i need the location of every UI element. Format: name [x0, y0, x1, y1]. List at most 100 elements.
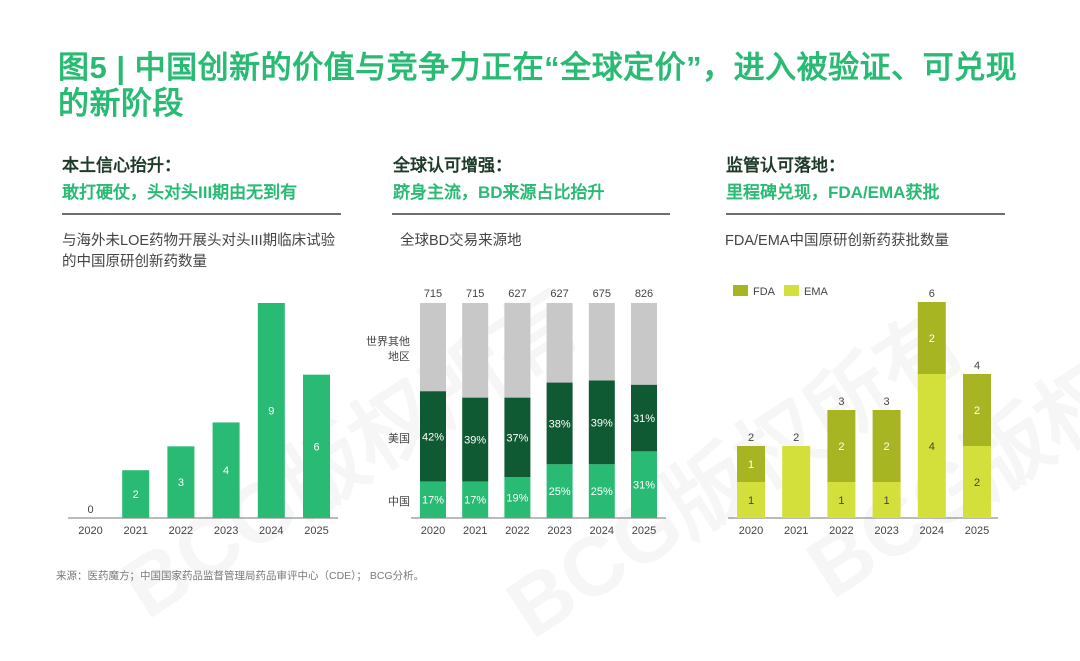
- data-label: 0: [87, 504, 93, 516]
- x-tick-label: 2023: [874, 525, 898, 537]
- total-label: 3: [838, 396, 844, 408]
- bar: [167, 446, 195, 518]
- panel-subheading: 敢打硬仗，头对头III期由无到有: [62, 183, 298, 202]
- total-label: 627: [550, 288, 568, 300]
- total-label: 2: [793, 432, 799, 444]
- x-tick-label: 2024: [590, 525, 614, 537]
- data-label: 2: [974, 405, 980, 417]
- panel-heading: 全球认可增强：: [393, 156, 512, 175]
- bar-segment-usa: [420, 391, 446, 482]
- bar-segment-usa: [462, 397, 489, 482]
- chart-description: 与海外未LOE药物开展头对头III期临床试验的中国原研创新药数量: [62, 233, 336, 270]
- series-label-usa: 美国: [388, 432, 410, 445]
- legend-swatch-ema: [784, 285, 799, 296]
- x-tick-label: 2020: [78, 525, 102, 537]
- data-label: 1: [884, 495, 890, 507]
- series-label-rest-of-world: 世界其他: [366, 335, 410, 348]
- data-label: 6: [313, 441, 319, 453]
- bar-segment-china: [462, 481, 489, 518]
- x-tick-label: 2021: [463, 525, 487, 537]
- total-label: 6: [929, 288, 935, 300]
- charts-canvas: 0 2020 2 2021 3 2022 4 2023 9 2024 6 2025 17% 42% 715 2…: [68, 285, 998, 537]
- data-label: 25%: [549, 486, 571, 498]
- series-label-rest-of-world: 地区: [388, 350, 410, 363]
- x-tick-label: 2025: [304, 525, 328, 537]
- data-label: 2: [884, 441, 890, 453]
- chart-description: 全球BD交易来源地: [400, 233, 522, 249]
- data-label: 42%: [422, 431, 444, 443]
- total-label: 675: [593, 288, 611, 300]
- x-tick-label: 2022: [829, 525, 853, 537]
- divider: [392, 213, 670, 215]
- panel-heading: 监管认可落地：: [726, 156, 845, 175]
- bar: [303, 374, 330, 518]
- data-label: 39%: [464, 435, 486, 447]
- data-label: 19%: [506, 493, 528, 505]
- data-label: 4: [929, 441, 935, 453]
- data-label: 31%: [633, 480, 655, 492]
- bar-segment-ema: [782, 446, 811, 518]
- x-tick-label: 2021: [123, 525, 147, 537]
- data-label: 25%: [591, 486, 613, 498]
- data-label: 39%: [591, 417, 613, 429]
- bar-segment-usa: [588, 380, 615, 465]
- total-label: 826: [635, 288, 653, 300]
- bar-segment-rest-of-world: [420, 303, 446, 392]
- data-label: 1: [748, 459, 754, 471]
- data-label: 3: [178, 477, 184, 489]
- legend-swatch-fda: [733, 285, 748, 296]
- bar-segment-usa: [504, 397, 531, 478]
- total-label: 3: [884, 396, 890, 408]
- series-label-china: 中国: [388, 495, 410, 508]
- data-label: 37%: [506, 432, 528, 444]
- panel-subheading: 里程碑兑现，FDA/EMA获批: [726, 183, 940, 202]
- bar-segment-ema: [872, 482, 901, 518]
- bar-segment-usa: [546, 382, 573, 465]
- bar-segment-rest-of-world: [631, 303, 657, 385]
- data-label: 2: [929, 333, 935, 345]
- bar-segment-fda: [963, 374, 991, 446]
- data-label: 1: [838, 495, 844, 507]
- x-tick-label: 2021: [784, 525, 808, 537]
- chart-description: FDA/EMA中国原研创新药获批数量: [725, 233, 949, 249]
- bar-segment-fda: [917, 302, 946, 374]
- x-tick-label: 2024: [259, 525, 283, 537]
- bar-segment-ema: [963, 446, 991, 518]
- total-label: 4: [974, 360, 980, 372]
- total-label: 627: [508, 288, 526, 300]
- bar-segment-fda: [827, 410, 856, 482]
- bar-segment-china: [588, 464, 615, 518]
- total-label: 715: [466, 288, 484, 300]
- data-label: 4: [223, 465, 229, 477]
- bar-segment-china: [420, 481, 446, 518]
- page-title: 图5 | 中国创新的价值与竞争力正在“全球定价”，进入被验证、可兑现的新阶段: [58, 50, 1018, 121]
- x-tick-label: 2022: [169, 525, 193, 537]
- data-label: 31%: [633, 413, 655, 425]
- bar-segment-china: [546, 464, 573, 518]
- legend-label-ema: EMA: [804, 286, 829, 298]
- panel-heading: 本土信心抬升：: [62, 156, 181, 175]
- total-label: 715: [424, 288, 442, 300]
- data-label: 2: [838, 441, 844, 453]
- panel-subheading: 跻身主流，BD来源占比抬升: [393, 183, 605, 202]
- bar-segment-rest-of-world: [588, 303, 615, 381]
- bar-segment-china: [504, 477, 531, 518]
- x-tick-label: 2024: [920, 525, 944, 537]
- x-tick-label: 2022: [505, 525, 529, 537]
- x-tick-label: 2025: [965, 525, 989, 537]
- bar-segment-ema: [917, 374, 946, 518]
- data-label: 9: [268, 406, 274, 418]
- x-tick-label: 2025: [632, 525, 656, 537]
- bar-segment-fda: [737, 446, 765, 482]
- bar-segment-china: [631, 451, 657, 518]
- x-tick-label: 2023: [547, 525, 571, 537]
- bar-segment-fda: [872, 410, 901, 482]
- bar: [122, 470, 150, 518]
- data-label: 38%: [549, 418, 571, 430]
- data-label: 17%: [464, 495, 486, 507]
- bar: [257, 303, 285, 518]
- bar: [212, 422, 240, 518]
- bar-segment-rest-of-world: [462, 303, 489, 398]
- source-footnote: 来源：医药魔方；中国国家药品监督管理局药品审评中心（CDE）； BCG分析。: [56, 570, 425, 582]
- bar-segment-rest-of-world: [546, 303, 573, 383]
